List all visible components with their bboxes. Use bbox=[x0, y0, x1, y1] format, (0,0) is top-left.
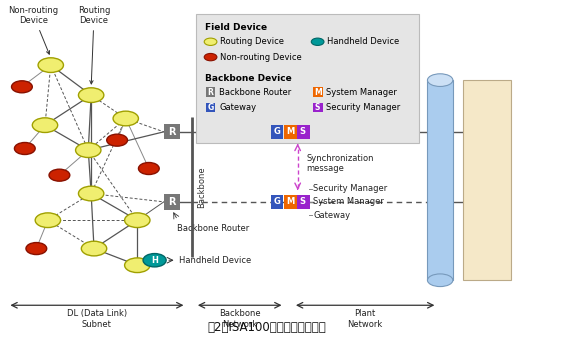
Text: Security Manager: Security Manager bbox=[327, 103, 401, 112]
Text: R: R bbox=[168, 127, 176, 137]
Text: Gateway: Gateway bbox=[313, 211, 350, 220]
Text: G: G bbox=[208, 103, 213, 112]
Text: G: G bbox=[274, 197, 281, 206]
Text: System Manager: System Manager bbox=[313, 197, 384, 206]
FancyBboxPatch shape bbox=[313, 103, 322, 112]
Circle shape bbox=[113, 111, 139, 126]
Circle shape bbox=[107, 134, 128, 146]
FancyBboxPatch shape bbox=[427, 80, 453, 280]
Circle shape bbox=[49, 169, 70, 181]
Text: M: M bbox=[286, 197, 294, 206]
Text: System Manager: System Manager bbox=[327, 88, 397, 97]
Circle shape bbox=[78, 186, 104, 201]
Circle shape bbox=[35, 213, 60, 227]
FancyBboxPatch shape bbox=[313, 87, 322, 97]
Text: S: S bbox=[315, 103, 320, 112]
Circle shape bbox=[81, 241, 107, 256]
Circle shape bbox=[38, 58, 63, 72]
FancyBboxPatch shape bbox=[164, 124, 180, 139]
Circle shape bbox=[125, 258, 150, 273]
Text: DL (Data Link)
Subnet: DL (Data Link) Subnet bbox=[67, 309, 127, 329]
Text: R: R bbox=[168, 197, 176, 207]
Text: Gateway: Gateway bbox=[219, 103, 256, 112]
Circle shape bbox=[75, 143, 101, 157]
Text: Non-routing
Device: Non-routing Device bbox=[8, 6, 59, 54]
Text: Synchronization
message: Synchronization message bbox=[306, 154, 374, 173]
Text: H: H bbox=[151, 256, 158, 265]
Text: Backbone Router: Backbone Router bbox=[176, 223, 249, 233]
Text: M: M bbox=[314, 88, 321, 97]
FancyBboxPatch shape bbox=[206, 103, 215, 112]
Ellipse shape bbox=[427, 74, 453, 86]
Text: Handheld Device: Handheld Device bbox=[327, 37, 399, 46]
Text: Backbone Device: Backbone Device bbox=[205, 74, 292, 83]
Text: Routing Device: Routing Device bbox=[220, 37, 284, 46]
Circle shape bbox=[14, 142, 35, 154]
Text: Non-routing Device: Non-routing Device bbox=[220, 53, 302, 62]
Text: S: S bbox=[300, 197, 306, 206]
Text: Security Manager: Security Manager bbox=[313, 184, 387, 193]
Text: Plant Network: Plant Network bbox=[436, 151, 445, 210]
FancyBboxPatch shape bbox=[270, 195, 283, 209]
Circle shape bbox=[26, 242, 47, 255]
FancyBboxPatch shape bbox=[164, 194, 180, 209]
Circle shape bbox=[139, 163, 160, 174]
Text: Backbone Router: Backbone Router bbox=[219, 88, 292, 97]
Circle shape bbox=[78, 88, 104, 102]
FancyBboxPatch shape bbox=[297, 195, 310, 209]
Text: G: G bbox=[274, 127, 281, 136]
Circle shape bbox=[204, 38, 217, 46]
Circle shape bbox=[32, 118, 57, 133]
Ellipse shape bbox=[427, 274, 453, 287]
Text: Backbone
Network: Backbone Network bbox=[219, 309, 260, 329]
Text: M: M bbox=[286, 127, 294, 136]
Text: 嘴2　ISA100ネットワーク構成: 嘴2 ISA100ネットワーク構成 bbox=[208, 321, 327, 334]
Text: Field Device: Field Device bbox=[205, 23, 267, 32]
FancyBboxPatch shape bbox=[297, 125, 310, 139]
Text: S: S bbox=[300, 127, 306, 136]
FancyBboxPatch shape bbox=[463, 80, 510, 280]
Circle shape bbox=[125, 213, 150, 227]
FancyBboxPatch shape bbox=[206, 87, 215, 97]
Text: Backbone: Backbone bbox=[197, 166, 206, 208]
Circle shape bbox=[143, 254, 166, 267]
Text: Plant
Network: Plant Network bbox=[347, 309, 383, 329]
Text: Routing
Device: Routing Device bbox=[78, 6, 110, 84]
Circle shape bbox=[311, 38, 324, 46]
FancyBboxPatch shape bbox=[284, 125, 296, 139]
Circle shape bbox=[12, 81, 32, 93]
Circle shape bbox=[204, 53, 217, 61]
Text: R: R bbox=[208, 88, 213, 97]
FancyBboxPatch shape bbox=[196, 14, 419, 143]
Text: Handheld Device: Handheld Device bbox=[179, 256, 251, 265]
FancyBboxPatch shape bbox=[284, 195, 296, 209]
Text: Control System: Control System bbox=[483, 148, 491, 212]
FancyBboxPatch shape bbox=[270, 125, 283, 139]
